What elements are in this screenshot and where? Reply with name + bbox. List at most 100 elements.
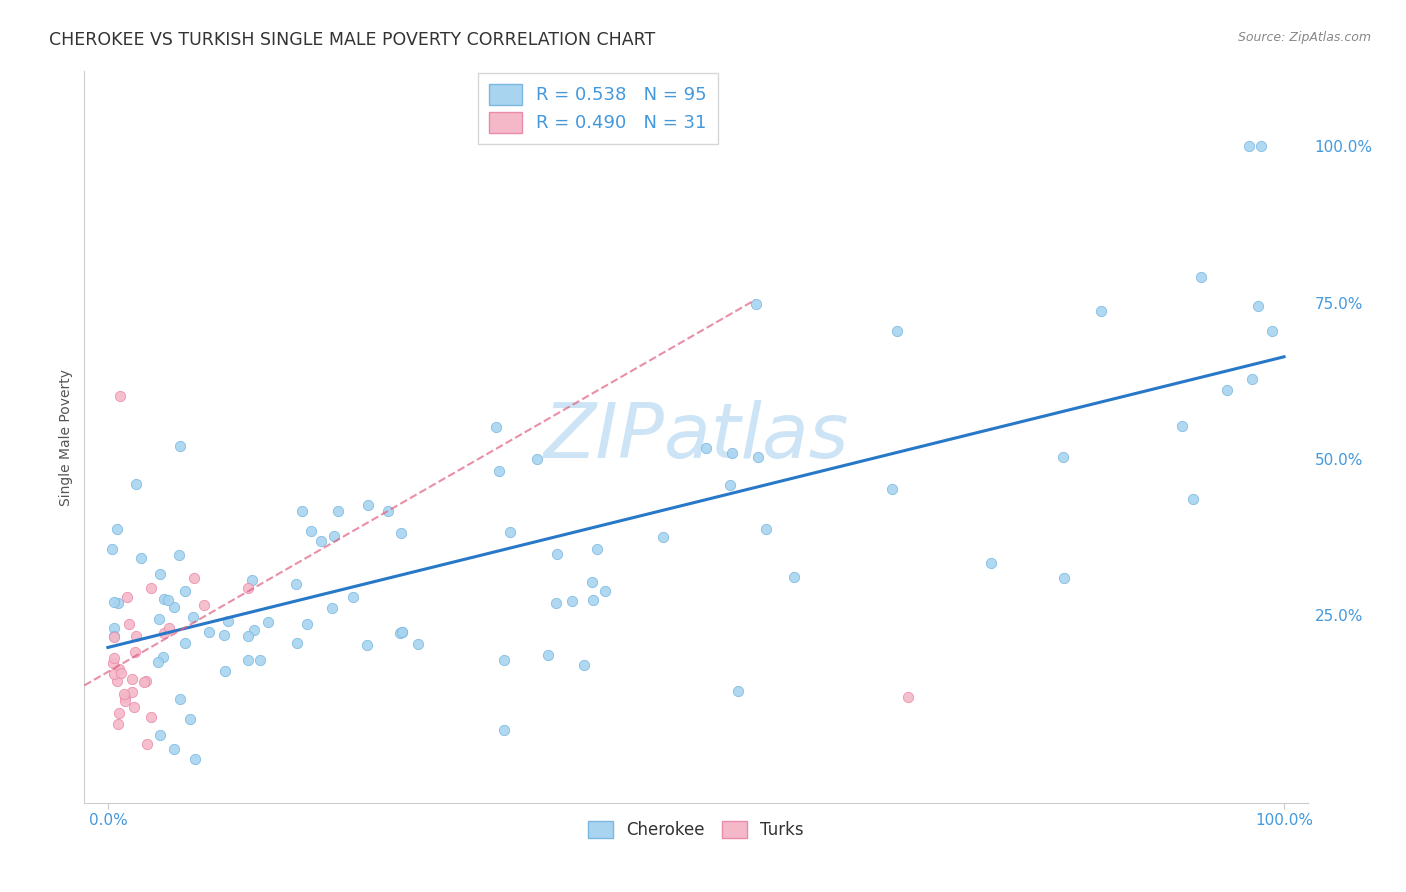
Point — [163, 742, 186, 756]
Point — [342, 590, 364, 604]
Legend: Cherokee, Turks: Cherokee, Turks — [582, 814, 810, 846]
Point — [718, 477, 741, 491]
Point — [115, 590, 138, 604]
Point — [1247, 299, 1270, 313]
Point — [243, 623, 266, 637]
Point — [163, 599, 186, 614]
Point — [103, 629, 125, 643]
Point — [139, 582, 162, 596]
Point — [114, 690, 136, 705]
Point — [585, 542, 607, 557]
Point — [101, 541, 124, 556]
Point — [183, 571, 205, 585]
Point — [174, 583, 197, 598]
Point — [391, 625, 413, 640]
Point — [103, 621, 125, 635]
Point — [103, 650, 125, 665]
Point — [118, 617, 141, 632]
Point — [148, 612, 170, 626]
Point — [388, 626, 411, 640]
Point — [1053, 571, 1076, 585]
Point — [110, 666, 132, 681]
Point — [124, 644, 146, 658]
Point — [198, 624, 221, 639]
Point — [356, 638, 378, 652]
Point — [114, 694, 136, 708]
Point — [755, 522, 778, 536]
Point — [153, 626, 176, 640]
Point — [108, 706, 131, 720]
Point — [295, 617, 318, 632]
Point — [321, 600, 343, 615]
Point — [1261, 325, 1284, 339]
Point — [122, 699, 145, 714]
Point — [121, 672, 143, 686]
Text: ZIPatlas: ZIPatlas — [543, 401, 849, 474]
Text: Source: ZipAtlas.com: Source: ZipAtlas.com — [1237, 31, 1371, 45]
Point — [886, 324, 908, 338]
Point — [747, 450, 769, 464]
Point — [103, 630, 125, 644]
Point — [1052, 450, 1074, 464]
Point — [238, 581, 260, 595]
Point — [357, 498, 380, 512]
Point — [291, 504, 314, 518]
Point — [526, 451, 548, 466]
Point — [112, 686, 135, 700]
Point — [240, 573, 263, 587]
Point — [285, 636, 308, 650]
Point — [125, 477, 148, 491]
Point — [146, 655, 169, 669]
Point — [105, 522, 128, 536]
Point — [103, 666, 125, 681]
Point — [1241, 372, 1264, 386]
Point — [169, 691, 191, 706]
Point — [149, 728, 172, 742]
Point — [107, 596, 129, 610]
Point — [169, 548, 191, 562]
Point — [132, 675, 155, 690]
Point — [184, 752, 207, 766]
Point — [257, 615, 280, 629]
Point — [157, 593, 180, 607]
Point — [125, 629, 148, 643]
Point — [1189, 270, 1212, 285]
Point — [1090, 304, 1112, 318]
Point — [311, 534, 333, 549]
Point — [108, 389, 131, 403]
Point — [593, 583, 616, 598]
Point — [236, 653, 259, 667]
Point — [169, 439, 191, 453]
Point — [135, 674, 157, 689]
Point — [880, 483, 903, 497]
Point — [377, 503, 399, 517]
Point — [537, 648, 560, 662]
Point — [135, 737, 157, 751]
Point — [546, 547, 568, 561]
Point — [897, 690, 920, 704]
Point — [544, 596, 567, 610]
Point — [581, 575, 603, 590]
Point — [326, 504, 349, 518]
Point — [561, 593, 583, 607]
Point — [103, 595, 125, 609]
Point — [157, 621, 180, 635]
Point — [181, 610, 204, 624]
Point — [107, 662, 129, 676]
Text: CHEROKEE VS TURKISH SINGLE MALE POVERTY CORRELATION CHART: CHEROKEE VS TURKISH SINGLE MALE POVERTY … — [49, 31, 655, 49]
Point — [129, 551, 152, 566]
Point — [1181, 492, 1204, 507]
Point — [101, 656, 124, 670]
Point — [322, 528, 344, 542]
Point — [1216, 383, 1239, 397]
Point — [152, 649, 174, 664]
Point — [744, 297, 766, 311]
Point — [1237, 139, 1260, 153]
Point — [485, 419, 508, 434]
Point — [488, 464, 510, 478]
Point — [980, 556, 1002, 570]
Point — [492, 723, 515, 737]
Point — [141, 710, 163, 724]
Point — [238, 629, 260, 643]
Point — [299, 524, 322, 539]
